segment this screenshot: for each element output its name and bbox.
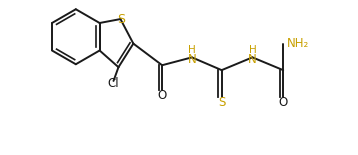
Text: H: H [248,46,256,55]
Text: Cl: Cl [108,77,119,90]
Text: N: N [248,53,257,66]
Text: O: O [158,89,167,102]
Text: NH₂: NH₂ [287,37,309,50]
Text: S: S [218,96,225,109]
Text: S: S [117,13,125,26]
Text: N: N [188,53,196,66]
Text: H: H [188,46,196,55]
Text: O: O [279,96,288,109]
